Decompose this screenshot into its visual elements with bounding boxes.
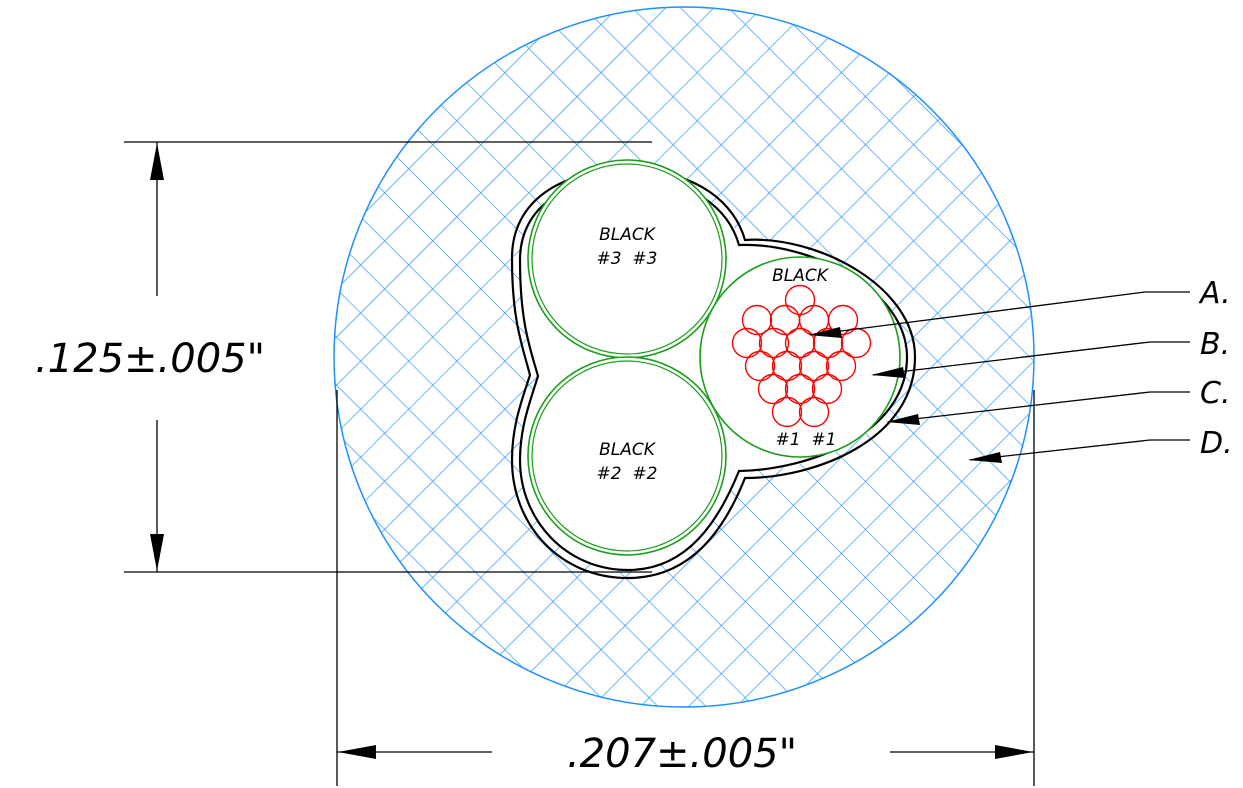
strand-circle	[798, 350, 830, 382]
conductor-2-color-label: BLACK	[599, 440, 657, 460]
strand-circle	[758, 327, 790, 359]
strand-circle	[825, 350, 857, 382]
strand-circle	[757, 373, 789, 405]
callout-c-arrow	[886, 414, 920, 425]
vdim-arrow-up	[150, 143, 164, 180]
callout-c-leader	[887, 391, 1151, 423]
conductor-1-number-label: #1 #1	[776, 430, 837, 450]
shield-inner	[518, 176, 909, 572]
strand-circle	[784, 327, 816, 359]
callout-b-arrow	[871, 367, 905, 378]
callout-b-leader	[872, 341, 1151, 376]
strand-circle	[771, 396, 803, 428]
strand-circle	[827, 304, 859, 336]
hdim-arrow-right	[995, 745, 1033, 759]
strand-circle	[812, 327, 844, 359]
strand-circle	[784, 373, 816, 405]
strand-circle	[741, 304, 773, 336]
callout-a-leader	[809, 291, 1146, 336]
callout-b-label: B.	[1200, 327, 1230, 362]
conductor-2-number-label: #2 #2	[597, 464, 658, 484]
conductor-1-color-label: BLACK	[772, 266, 830, 286]
callout-d-arrow	[968, 452, 1002, 463]
conductor-3-number-label: #3 #3	[597, 249, 658, 269]
callout-a-label: A.	[1198, 276, 1231, 311]
callout-c-label: C.	[1200, 376, 1230, 411]
conductor-1-strands	[731, 284, 872, 428]
conductor-3-insulation-inner	[531, 163, 723, 355]
conductor-2-insulation-inner	[531, 360, 723, 552]
conductor-2-insulation	[527, 356, 727, 556]
hdim-arrow-left	[338, 745, 376, 759]
strand-circle	[811, 373, 843, 405]
vdim-arrow-down	[150, 534, 164, 571]
vertical-dimension-label: .125±.005"	[35, 336, 265, 382]
strand-circle	[798, 396, 830, 428]
callout-d-label: D.	[1200, 426, 1233, 461]
strand-circle	[731, 327, 763, 359]
strand-circle	[771, 350, 803, 382]
strand-circle	[744, 350, 776, 382]
callout-a-arrow	[808, 327, 842, 338]
horizontal-dimension-label: .207±.005"	[567, 731, 797, 777]
shield-outer	[510, 168, 917, 580]
conductor-3-color-label: BLACK	[599, 225, 657, 245]
